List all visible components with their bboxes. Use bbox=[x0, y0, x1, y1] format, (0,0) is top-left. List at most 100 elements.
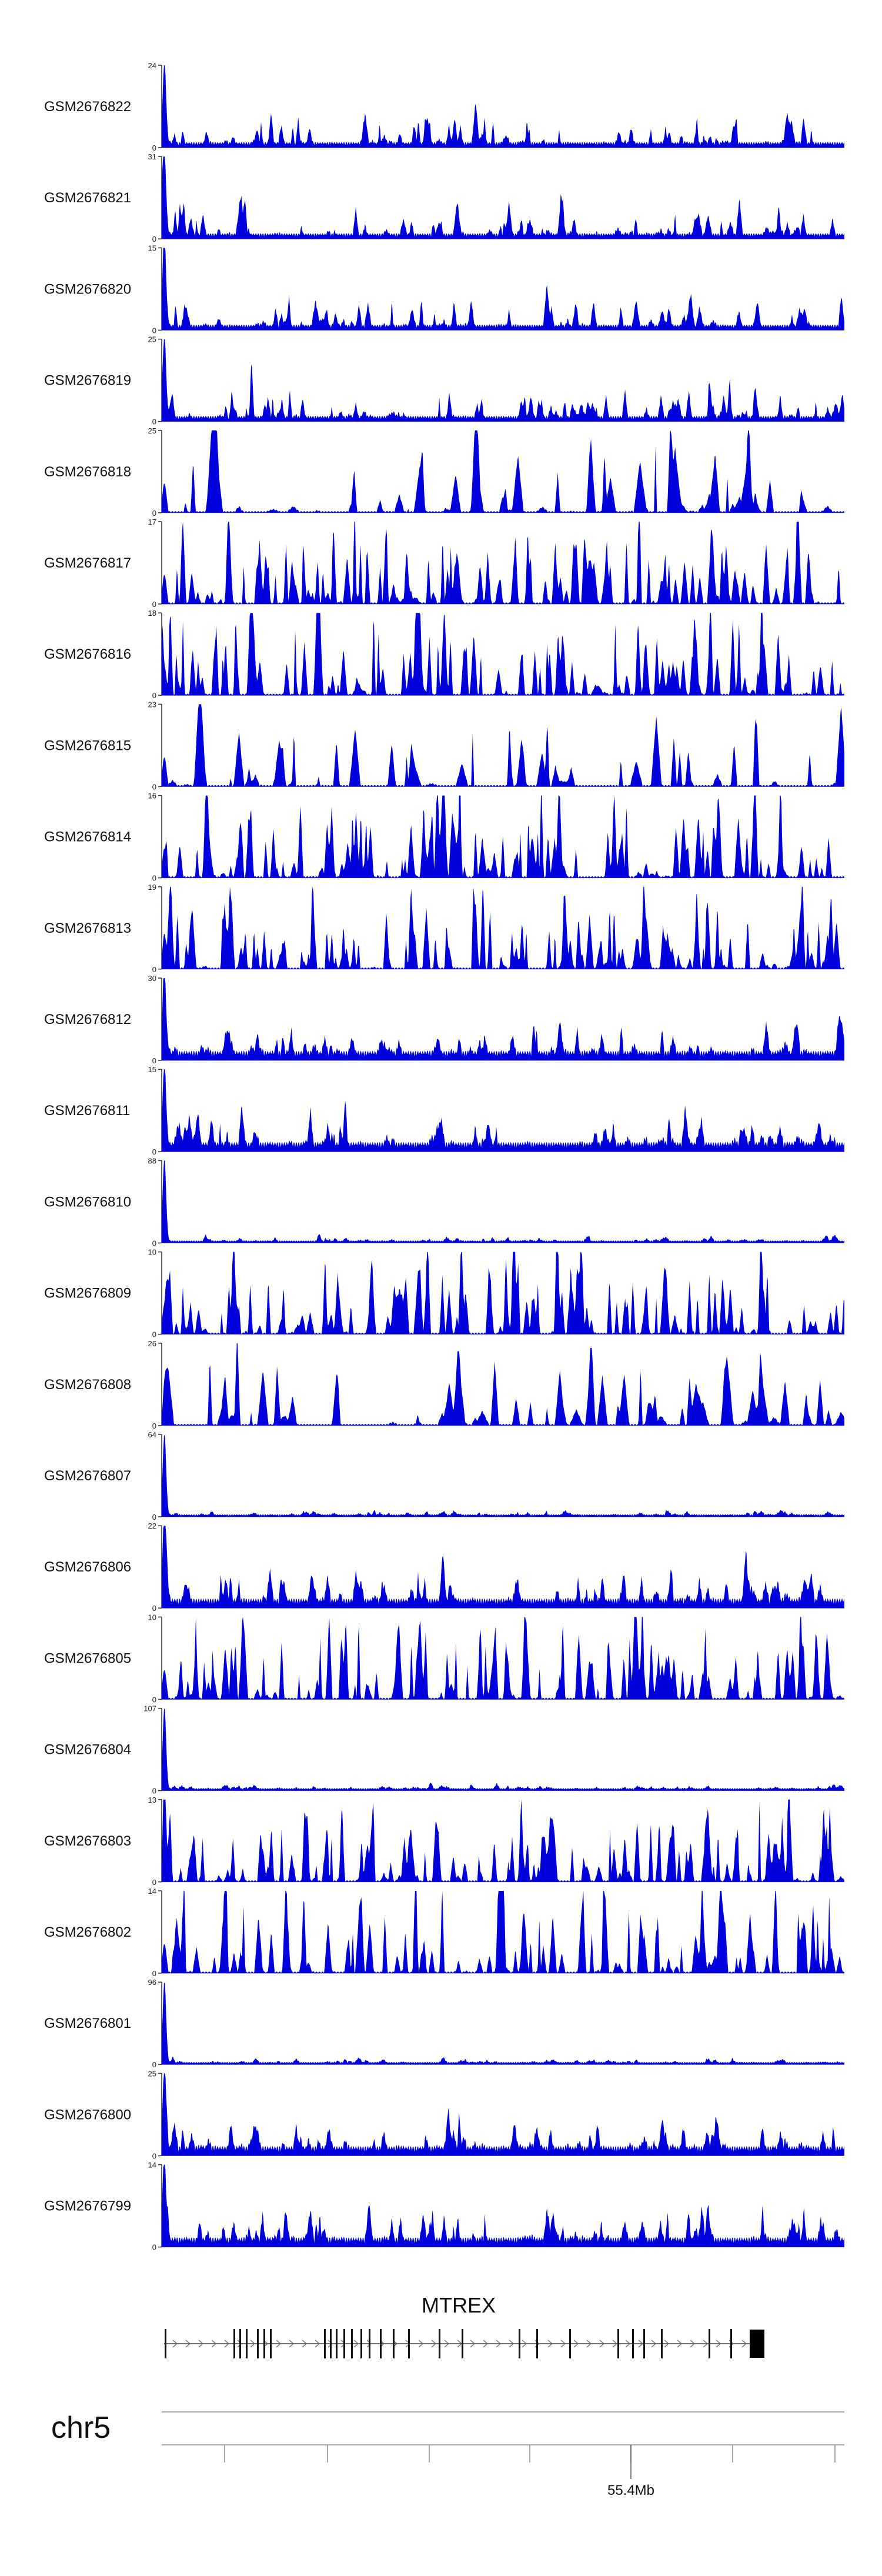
exon-block bbox=[730, 2329, 732, 2358]
coverage-area bbox=[162, 430, 844, 513]
y-axis-max-label: 15 bbox=[148, 243, 156, 252]
coverage-track: GSM2676811 15 0 bbox=[44, 1065, 844, 1156]
track-name-label: GSM2676800 bbox=[44, 2107, 131, 2123]
coverage-track: GSM2676821 31 0 bbox=[44, 152, 844, 243]
y-axis-max-label: 96 bbox=[148, 1978, 156, 1987]
coverage-track: GSM2676807 64 0 bbox=[44, 1430, 844, 1521]
coverage-area bbox=[162, 613, 844, 696]
chevron-right-icon bbox=[741, 2340, 747, 2348]
chevron-right-icon bbox=[509, 2340, 514, 2348]
track-name-label: GSM2676816 bbox=[44, 646, 131, 662]
y-axis-min-label: 0 bbox=[152, 1787, 156, 1796]
y-axis-min-label: 0 bbox=[152, 1513, 156, 1521]
exon-block bbox=[439, 2329, 440, 2358]
coverage-track: GSM2676816 18 0 bbox=[44, 609, 844, 700]
chevron-right-icon bbox=[703, 2340, 708, 2348]
y-axis-max-label: 25 bbox=[148, 2069, 156, 2078]
chevron-right-icon bbox=[560, 2340, 566, 2348]
exon-block bbox=[270, 2329, 272, 2358]
chevron-right-icon bbox=[198, 2340, 203, 2348]
chevron-right-icon bbox=[185, 2340, 191, 2348]
coverage-track: GSM2676814 16 0 bbox=[44, 792, 844, 883]
y-axis-min-label: 0 bbox=[152, 691, 156, 700]
y-axis-max-label: 64 bbox=[148, 1430, 156, 1439]
track-name-label: GSM2676820 bbox=[44, 281, 131, 297]
y-axis-max-label: 88 bbox=[148, 1156, 156, 1165]
chromosome-axis: chr5 55.4Mb bbox=[51, 2411, 844, 2498]
y-axis-min-label: 0 bbox=[152, 965, 156, 974]
exon-block bbox=[239, 2329, 241, 2358]
coverage-area bbox=[162, 65, 844, 148]
y-axis-min-label: 0 bbox=[152, 1147, 156, 1156]
exon-block bbox=[257, 2329, 259, 2358]
chevron-right-icon bbox=[496, 2340, 501, 2348]
chevron-right-icon bbox=[418, 2340, 423, 2348]
y-axis-max-label: 26 bbox=[148, 1339, 156, 1348]
track-name-label: GSM2676805 bbox=[44, 1650, 131, 1666]
chevron-right-icon bbox=[289, 2340, 294, 2348]
exon-block-end bbox=[750, 2330, 764, 2358]
y-axis-max-label: 25 bbox=[148, 426, 156, 435]
y-axis-max-label: 18 bbox=[148, 609, 156, 618]
exon-block bbox=[246, 2329, 248, 2358]
exon-block bbox=[617, 2329, 619, 2358]
y-axis-min-label: 0 bbox=[152, 326, 156, 335]
y-axis-min-label: 0 bbox=[152, 2243, 156, 2252]
chevron-right-icon bbox=[690, 2340, 695, 2348]
coordinate-tick-label: 55.4Mb bbox=[607, 2482, 654, 2498]
exon-block bbox=[233, 2329, 235, 2358]
coverage-track: GSM2676820 15 0 bbox=[44, 243, 844, 335]
track-name-label: GSM2676804 bbox=[44, 1742, 131, 1758]
coverage-area bbox=[162, 1252, 844, 1334]
coverage-track: GSM2676810 88 0 bbox=[44, 1156, 844, 1247]
gene-label: MTREX bbox=[422, 2293, 496, 2317]
chevron-right-icon bbox=[483, 2340, 488, 2348]
y-axis-max-label: 15 bbox=[148, 1065, 156, 1074]
chevron-right-icon bbox=[599, 2340, 604, 2348]
coverage-area bbox=[162, 795, 844, 878]
exon-block bbox=[380, 2329, 382, 2358]
coverage-area bbox=[162, 1617, 844, 1700]
y-axis-max-label: 19 bbox=[148, 883, 156, 892]
chevron-right-icon bbox=[366, 2340, 372, 2348]
track-name-label: GSM2676799 bbox=[44, 2198, 131, 2214]
chevron-right-icon bbox=[276, 2340, 281, 2348]
coverage-track: GSM2676822 24 0 bbox=[44, 61, 844, 152]
coverage-track: GSM2676805 10 0 bbox=[44, 1613, 844, 1704]
chevron-right-icon bbox=[444, 2340, 449, 2348]
coverage-area bbox=[162, 1982, 844, 2065]
coverage-area bbox=[162, 1526, 844, 1609]
chromosome-label: chr5 bbox=[51, 2411, 111, 2445]
coverage-area bbox=[162, 1069, 844, 1152]
coverage-track: GSM2676804 107 0 bbox=[44, 1704, 844, 1796]
y-axis-min-label: 0 bbox=[152, 1422, 156, 1430]
coverage-track: GSM2676801 96 0 bbox=[44, 1978, 844, 2069]
coverage-track: GSM2676800 25 0 bbox=[44, 2069, 844, 2160]
coverage-track: GSM2676809 10 0 bbox=[44, 1248, 844, 1339]
exon-block bbox=[360, 2329, 362, 2358]
exon-block bbox=[351, 2329, 353, 2358]
y-axis-min-label: 0 bbox=[152, 2151, 156, 2160]
y-axis-max-label: 107 bbox=[143, 1704, 156, 1713]
exon-block bbox=[569, 2329, 571, 2358]
coverage-track: GSM2676806 22 0 bbox=[44, 1521, 844, 1613]
chevron-right-icon bbox=[353, 2340, 359, 2348]
track-name-label: GSM2676802 bbox=[44, 1924, 131, 1940]
exon-block bbox=[632, 2329, 634, 2358]
chevron-right-icon bbox=[522, 2340, 527, 2348]
y-axis-min-label: 0 bbox=[152, 600, 156, 609]
track-name-label: GSM2676813 bbox=[44, 920, 131, 936]
y-axis-max-label: 22 bbox=[148, 1521, 156, 1530]
track-name-label: GSM2676822 bbox=[44, 99, 131, 115]
coverage-area bbox=[162, 2073, 844, 2156]
y-axis-min-label: 0 bbox=[152, 1695, 156, 1704]
exon-block bbox=[536, 2329, 538, 2358]
chevron-right-icon bbox=[573, 2340, 579, 2348]
y-axis-min-label: 0 bbox=[152, 1056, 156, 1065]
exon-block bbox=[393, 2329, 395, 2358]
coverage-area bbox=[162, 1343, 844, 1426]
y-axis-max-label: 13 bbox=[148, 1796, 156, 1804]
y-axis-max-label: 16 bbox=[148, 792, 156, 800]
chevron-right-icon bbox=[638, 2340, 643, 2348]
y-axis-min-label: 0 bbox=[152, 509, 156, 518]
